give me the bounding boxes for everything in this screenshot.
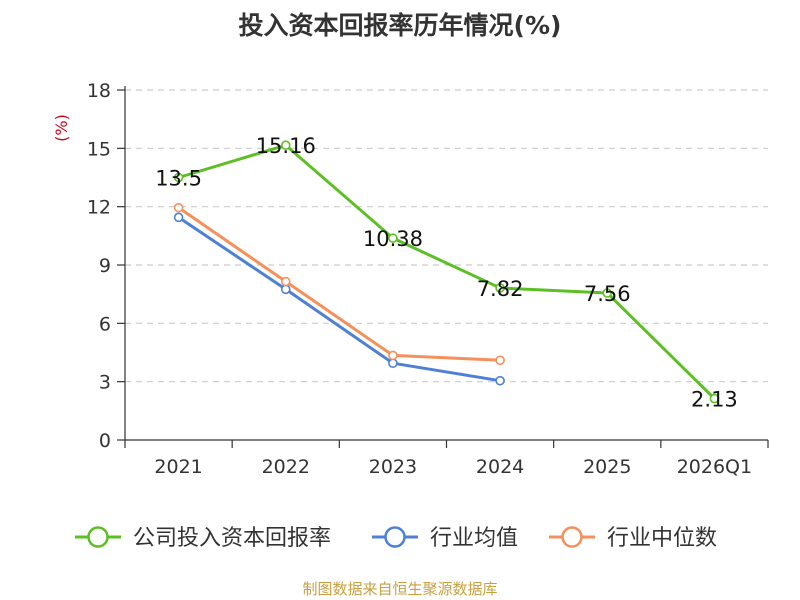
legend-label: 行业均值 — [430, 526, 518, 551]
legend: 公司投入资本回报率 行业均值 行业中位数 — [75, 526, 717, 551]
data-point — [602, 288, 613, 298]
data-point — [173, 172, 184, 183]
series-line — [177, 206, 501, 362]
data-point — [280, 276, 291, 287]
legend-label: 公司投入资本回报率 — [133, 526, 331, 551]
x-tick-label: 2023 — [369, 456, 417, 478]
y-tick-label: 0 — [99, 430, 111, 452]
series-line — [177, 216, 501, 383]
data-point — [173, 212, 184, 223]
data-label: 7.82 — [477, 277, 524, 301]
chart-title: 投入资本回报率历年情况(%) — [238, 11, 562, 40]
legend-marker — [561, 526, 583, 548]
axes: 0 3 6 9 12 15 18 2021 2022 2023 2024 2025 2026Q1 — [87, 80, 769, 478]
data-point — [709, 393, 720, 404]
y-axis-label: (%) — [52, 114, 71, 142]
data-labels: 13.5 15.16 10.38 7.82 7.56 2.13 — [155, 134, 738, 411]
data-point — [388, 350, 398, 361]
x-tick-label: 2021 — [154, 456, 202, 478]
data-point — [280, 284, 291, 295]
y-tick-label: 6 — [99, 313, 111, 335]
y-tick-label: 15 — [87, 138, 111, 160]
data-point — [495, 375, 505, 386]
data-point — [495, 283, 505, 293]
y-tick-label: 9 — [99, 255, 111, 277]
data-point — [280, 140, 291, 151]
x-tick-label: 2024 — [476, 456, 524, 478]
data-label: 10.38 — [363, 227, 423, 251]
data-label: 15.16 — [256, 134, 316, 158]
legend-label: 行业中位数 — [607, 526, 717, 551]
data-point — [173, 202, 184, 213]
x-tick-label: 2022 — [262, 456, 310, 478]
data-label: 7.56 — [584, 282, 631, 306]
data-point — [388, 358, 398, 368]
data-point — [495, 355, 505, 366]
y-tick-label: 18 — [87, 80, 111, 102]
data-label: 2.13 — [691, 388, 738, 412]
y-tick-label: 12 — [87, 197, 111, 219]
source-note: 制图数据来自恒生聚源数据库 — [302, 580, 498, 598]
legend-marker — [384, 526, 406, 548]
y-tick-label: 3 — [99, 372, 111, 394]
grid-lines — [125, 89, 768, 383]
series-lines — [173, 140, 720, 404]
data-point — [388, 233, 398, 243]
data-label: 13.5 — [155, 167, 202, 191]
legend-marker — [87, 526, 109, 548]
x-tick-label: 2025 — [583, 456, 631, 478]
x-tick-label: 2026Q1 — [677, 456, 752, 478]
series-line — [178, 143, 716, 400]
